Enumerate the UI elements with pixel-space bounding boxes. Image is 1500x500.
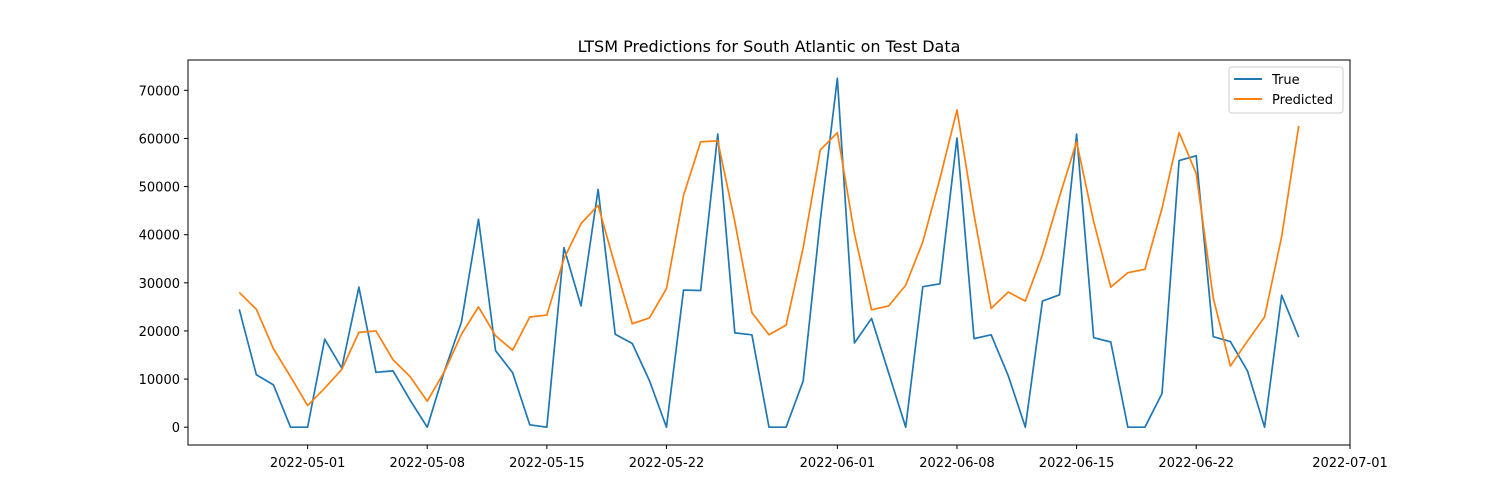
y-tick-label: 60000 (139, 132, 180, 147)
chart-title: LTSM Predictions for South Atlantic on T… (578, 37, 961, 56)
plot-frame (187, 59, 1351, 446)
x-axis: 2022-05-01 2022-05-08 2022-05-15 2022-05-22… (270, 445, 1388, 471)
legend: True Predicted (1228, 66, 1344, 114)
y-tick-label: 10000 (139, 373, 180, 388)
series-line-predicted (238, 109, 1300, 407)
y-tick-label: 0 (172, 421, 180, 436)
y-tick-label: 40000 (139, 229, 180, 244)
y-tick-label: 50000 (139, 181, 180, 196)
x-tick-label: 2022-06-15 (1039, 456, 1115, 471)
x-tick-label: 2022-05-22 (629, 456, 705, 471)
series-lines (238, 77, 1300, 429)
x-tick-label: 2022-06-08 (919, 456, 995, 471)
y-tick-label: 70000 (139, 84, 180, 99)
series-line-true (238, 77, 1300, 429)
y-axis: 0 10000 20000 30000 40000 50000 60000 70000 (139, 84, 188, 436)
x-tick-label: 2022-07-01 (1312, 456, 1388, 471)
x-tick-label: 2022-06-22 (1158, 456, 1234, 471)
y-tick-label: 20000 (139, 325, 180, 340)
x-tick-label: 2022-05-01 (270, 456, 346, 471)
legend-label-true: True (1271, 73, 1300, 88)
x-tick-label: 2022-05-15 (509, 456, 585, 471)
x-tick-label: 2022-05-08 (389, 456, 465, 471)
y-tick-label: 30000 (139, 277, 180, 292)
legend-label-predicted: Predicted (1272, 93, 1333, 108)
x-tick-label: 2022-06-01 (800, 456, 876, 471)
